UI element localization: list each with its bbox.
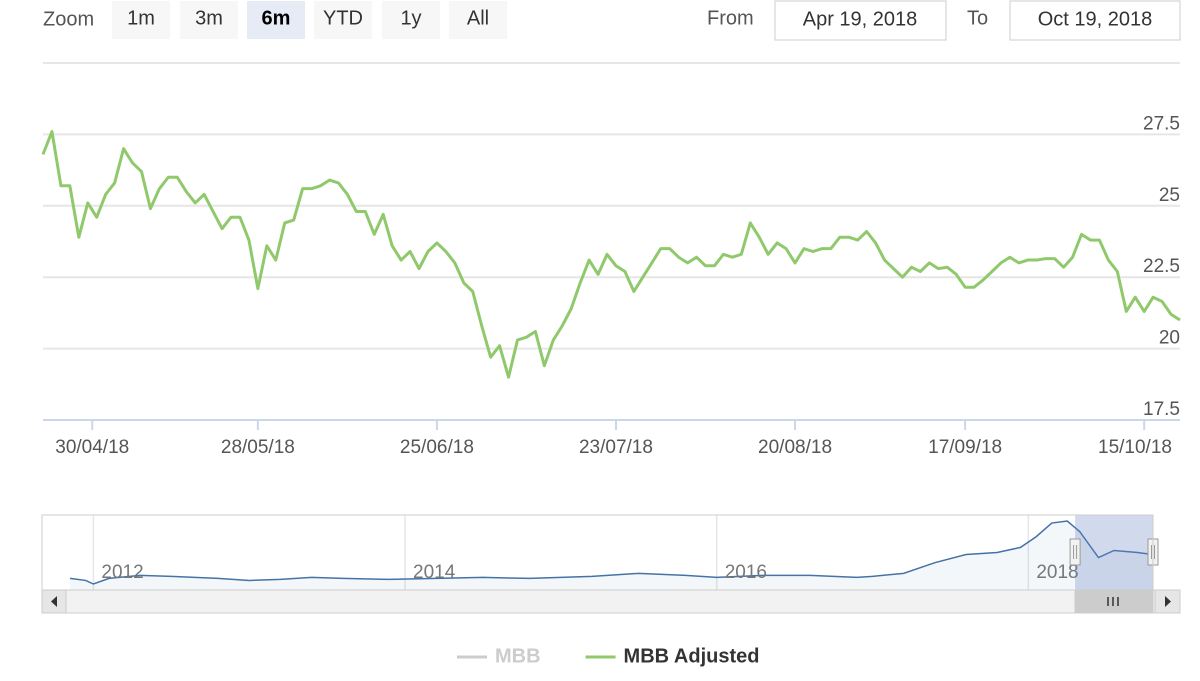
from-value[interactable]: Apr 19, 2018 bbox=[803, 8, 918, 30]
y-tick-label: 22.5 bbox=[1143, 256, 1180, 277]
scrollbar-grip bbox=[1107, 597, 1119, 606]
scrollbar-thumb[interactable] bbox=[1074, 589, 1154, 614]
y-tick-label: 20 bbox=[1159, 328, 1180, 349]
scroll-left-arrow bbox=[51, 596, 57, 607]
legend-label[interactable]: MBB bbox=[495, 645, 541, 667]
zoom-label: Zoom bbox=[43, 8, 94, 30]
navigator-selection[interactable] bbox=[1075, 515, 1153, 590]
navigator-tick-label: 2016 bbox=[725, 562, 767, 583]
range-button-label[interactable]: 6m bbox=[262, 7, 291, 29]
navigator-line bbox=[69, 520, 1154, 585]
navigator-tick-label: 2014 bbox=[413, 562, 456, 583]
range-button-label[interactable]: YTD bbox=[323, 7, 363, 29]
x-tick-label: 23/07/18 bbox=[579, 437, 653, 458]
navigator[interactable]: 2012 2014 2016 2018 bbox=[69, 515, 1159, 590]
y-tick-label: 25 bbox=[1159, 185, 1180, 206]
range-button-label[interactable]: All bbox=[467, 7, 489, 29]
range-button[interactable] bbox=[449, 1, 507, 39]
to-input[interactable] bbox=[1009, 0, 1181, 41]
main-chart: 17.5 20 22.5 25 27.5 30/04/18 28/05/18 25/06/18… bbox=[41, 113, 1181, 458]
range-button[interactable] bbox=[314, 1, 372, 39]
legend-label[interactable]: MBB Adjusted bbox=[624, 645, 760, 667]
price-line bbox=[41, 130, 1181, 379]
y-tick-label: 27.5 bbox=[1143, 113, 1180, 134]
to-label: To bbox=[967, 7, 988, 29]
navigator-area bbox=[70, 521, 1153, 590]
range-button-label[interactable]: 1m bbox=[127, 7, 155, 29]
x-tick-label: 30/04/18 bbox=[55, 437, 129, 458]
range-button[interactable] bbox=[247, 1, 305, 39]
x-tick-label: 17/09/18 bbox=[928, 437, 1002, 458]
x-tick-label: 28/05/18 bbox=[221, 437, 295, 458]
navigator-tick-label: 2018 bbox=[1036, 562, 1078, 583]
x-tick-label: 25/06/18 bbox=[400, 437, 474, 458]
y-tick-label: 17.5 bbox=[1143, 399, 1180, 420]
range-button-label[interactable]: 1y bbox=[400, 7, 421, 29]
navigator-handle[interactable] bbox=[1069, 538, 1081, 566]
scroll-right-arrow bbox=[1165, 596, 1171, 607]
navigator-handle-grip bbox=[1151, 545, 1155, 559]
range-button[interactable] bbox=[180, 1, 238, 39]
from-input[interactable] bbox=[774, 0, 947, 41]
legend: MBB MBB Adjusted bbox=[457, 645, 759, 667]
navigator-handle-grip bbox=[1073, 545, 1078, 559]
navigator-tick-label: 2012 bbox=[101, 562, 143, 583]
range-buttons: 1m 3m 6m YTD 1y All bbox=[112, 1, 507, 39]
range-button[interactable] bbox=[112, 1, 170, 39]
x-tick-label: 20/08/18 bbox=[758, 437, 832, 458]
scrollbar-track[interactable] bbox=[41, 589, 1181, 614]
range-button[interactable] bbox=[382, 1, 440, 39]
range-button-label[interactable]: 3m bbox=[195, 7, 223, 29]
to-value[interactable]: Oct 19, 2018 bbox=[1038, 8, 1153, 30]
from-label: From bbox=[707, 7, 754, 29]
x-tick-label: 15/10/18 bbox=[1098, 437, 1172, 458]
